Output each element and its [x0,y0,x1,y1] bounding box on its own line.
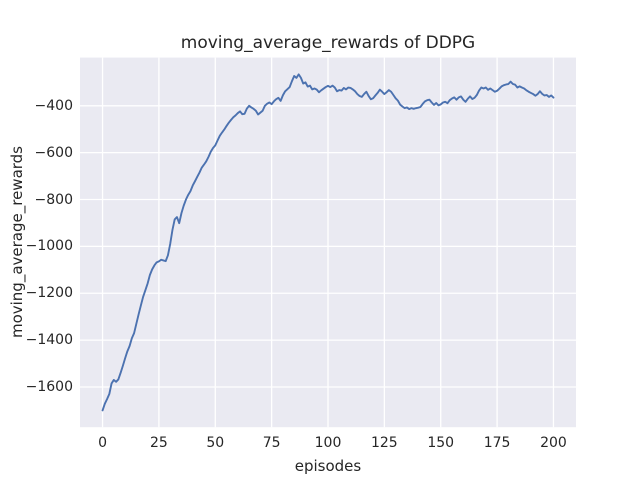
x-axis-label: episodes [294,457,362,475]
x-tick-label: 150 [427,435,455,452]
y-tick-label: −1000 [25,238,73,255]
y-tick-label: −400 [34,97,73,114]
x-tick-label: 175 [483,435,511,452]
x-tick-label: 0 [98,435,107,452]
x-tick-label: 75 [262,435,281,452]
y-tick-label: −1200 [25,285,73,302]
y-tick-label: −1400 [25,332,73,349]
x-tick-label: 200 [540,435,567,452]
y-tick-label: −1600 [25,378,73,395]
x-tick-label: 50 [206,435,225,452]
x-tick-label: 25 [149,435,168,452]
series-line [101,73,555,412]
x-tick-label: 125 [370,435,398,452]
y-tick-label: −600 [34,144,73,161]
y-tick-label: −800 [34,191,73,208]
chart-title: moving_average_rewards of DDPG [180,33,476,53]
x-tick-label: 100 [314,435,342,452]
